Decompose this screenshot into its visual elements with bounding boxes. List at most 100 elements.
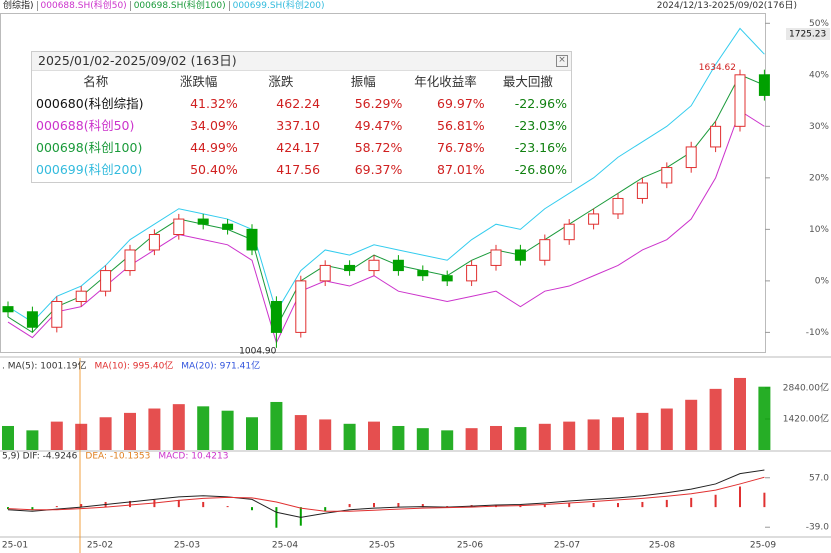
table-row: 000699(科创200) 50.40% 417.56 69.37% 87.01% -26… — [32, 159, 571, 181]
header-item: 000699.SH(科创200) — [228, 1, 328, 11]
candle-body — [26, 311, 38, 328]
column-header: 涨跌 — [268, 74, 294, 89]
candle-body — [563, 223, 575, 241]
x-tick-label: 25-09 — [750, 541, 776, 551]
table-row: 000698(科创100) 44.99% 424.17 58.72% 76.78% -23… — [32, 137, 571, 159]
table-cell: -23.03% — [514, 118, 567, 133]
table-cell: 50.40% — [190, 162, 238, 177]
legend-item: MACD: 10.4213 — [158, 452, 228, 462]
x-tick-label: 25-05 — [369, 541, 395, 551]
volume-bar — [75, 423, 88, 450]
candle-body — [466, 264, 478, 282]
volume-bar — [343, 423, 356, 450]
volume-bar — [246, 417, 258, 450]
volume-bar — [587, 419, 600, 450]
volume-bar — [538, 423, 551, 450]
x-tick-label: 25-06 — [457, 541, 483, 551]
volume-bar — [2, 425, 14, 450]
y-tick-label: -39.0 — [806, 523, 830, 533]
header-item: 000698.SH(科创100) — [129, 1, 229, 11]
legend-item: DEA: -10.1353 — [85, 452, 150, 462]
low-label: 1004.90 — [239, 347, 276, 357]
table-cell: 34.09% — [190, 118, 238, 133]
volume-bar — [685, 399, 698, 450]
y-tick-label: 10% — [809, 225, 829, 235]
table-cell: -23.16% — [514, 140, 567, 155]
candle-body — [685, 146, 697, 169]
y-tick-label: 30% — [809, 122, 829, 132]
table-cell: 462.24 — [276, 96, 321, 111]
high-label: 1634.62 — [699, 63, 736, 73]
series-line — [7, 476, 765, 512]
candle-body — [490, 249, 502, 266]
volume-bar — [392, 425, 405, 450]
candle-body — [51, 300, 63, 328]
table-cell: 69.37% — [354, 162, 403, 177]
column-header: 涨跌幅 — [179, 74, 218, 89]
header: 创综指) 000688.SH(科创50) 000698.SH(科创100) 00069… — [0, 0, 328, 12]
y-tick-label: 1420.00亿 — [783, 412, 829, 424]
x-tick-label: 25-04 — [272, 541, 298, 551]
close-button[interactable]: × — [556, 55, 568, 67]
table-cell: 000699(科创200) — [36, 162, 143, 177]
candle-body — [612, 197, 624, 215]
date-range: 2024/12/13-2025/09/02(176日) — [656, 1, 797, 11]
candle-body — [661, 167, 673, 184]
table-cell: 417.56 — [276, 162, 321, 177]
table-cell: 000688(科创50) — [36, 118, 135, 133]
volume-bar — [709, 388, 722, 450]
volume-bar — [294, 415, 307, 450]
volume-bar — [734, 377, 746, 450]
legend-item: MA(20): 971.41亿 — [181, 360, 260, 372]
table-cell: 58.72% — [354, 140, 403, 155]
candle-body — [2, 306, 14, 313]
y-tick-label: 0% — [815, 276, 830, 286]
volume-bar — [758, 386, 771, 450]
candle-body — [295, 280, 307, 333]
series-line — [7, 469, 765, 518]
table-cell: 424.17 — [276, 140, 321, 155]
volume-bar — [636, 412, 649, 450]
candle-body — [173, 218, 185, 236]
stats-table: 2025/01/02-2025/09/02 (163日) × 名称 涨跌幅 涨跌 振幅… — [31, 51, 572, 183]
price-tag-bg — [786, 28, 830, 40]
candle-body — [344, 264, 356, 272]
volume-bar — [319, 419, 332, 450]
y-tick-label: -10% — [806, 328, 830, 338]
legend-item: 5,9) DIF: -4.9246 — [2, 452, 78, 462]
candle-body — [270, 300, 282, 333]
table-row: 000688(科创50) 34.09% 337.10 49.47% 56.81% -23.… — [32, 115, 571, 137]
candle-body — [588, 213, 600, 225]
x-tick-label: 25-03 — [174, 541, 200, 551]
x-tick-label: 25-01 — [2, 541, 28, 551]
volume-bar — [465, 428, 478, 450]
volume-bar — [612, 417, 624, 450]
table-row: 000680(科创综指) 41.32% 462.24 56.29% 69.97% -22.… — [32, 93, 571, 115]
table-cell: 69.97% — [437, 96, 485, 111]
candle-body — [75, 290, 87, 302]
table-cell: 87.01% — [437, 162, 485, 177]
candle-body — [514, 249, 526, 261]
volume-bar — [50, 421, 63, 450]
candle-body — [246, 228, 258, 251]
column-header: 年化收益率 — [414, 74, 477, 89]
candle-body — [222, 223, 234, 230]
volume-bar — [368, 421, 380, 450]
table-title: 2025/01/02-2025/09/02 (163日) — [32, 52, 571, 71]
table-cell: 000698(科创100) — [36, 140, 143, 155]
candle-body — [417, 270, 429, 277]
candle-body — [148, 234, 160, 251]
candle-body — [758, 74, 770, 96]
table-cell: 337.10 — [276, 118, 321, 133]
volume-bar — [172, 404, 185, 450]
table-cell: 76.78% — [437, 140, 485, 155]
volume-bar — [441, 430, 454, 450]
candle-body — [441, 275, 453, 282]
volume-bar — [514, 427, 527, 450]
candle-body — [710, 125, 722, 148]
legend-item: . MA(5): 1001.19亿 — [2, 360, 87, 372]
candle-body — [734, 74, 746, 127]
y-tick-label: 50% — [809, 19, 829, 29]
volume-bar — [270, 401, 283, 450]
table-header: 名称 涨跌幅 涨跌 振幅 年化收益率 最大回撤 — [32, 71, 571, 93]
